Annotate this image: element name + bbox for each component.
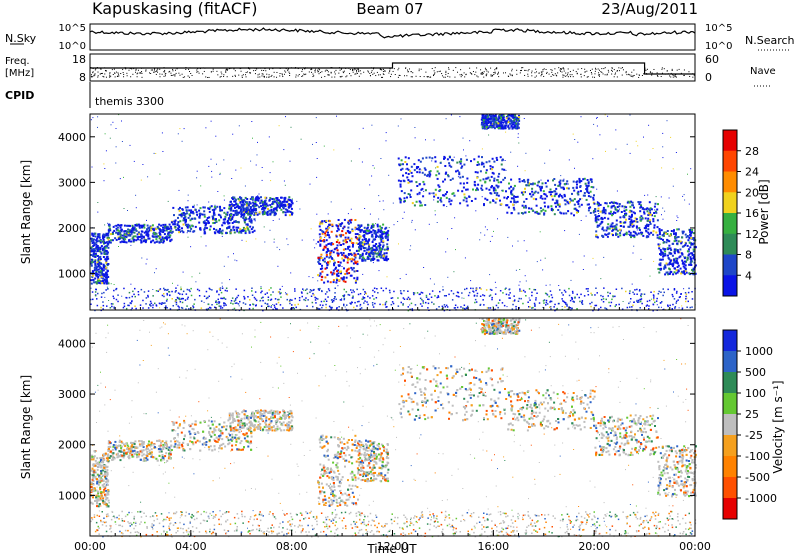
power-ytick-label: 3000 [58,176,86,189]
velocity-ytick-label: 2000 [58,439,86,452]
velocity-colorbar: 1000 500 100 25 -25 -100 -500 -1000 [722,329,777,520]
power-ytick-label: 4000 [58,131,86,144]
colorbar-tick-label: 24 [745,166,759,179]
xtick-label: 12:00 [377,540,409,553]
freq-dots [90,67,695,78]
nsky-tick-top: 10^5 [59,23,86,34]
colorbar-swatch [723,233,737,255]
colorbar-tick-label: -1000 [745,492,777,505]
power-ytick-label: 1000 [58,268,86,281]
colorbar-swatch [723,330,737,352]
power-ytick-label: 2000 [58,222,86,235]
power-heatmap [90,114,697,312]
colorbar-swatch [723,414,737,436]
nave-tick-bottom: 0 [705,71,712,84]
date-title: 23/Aug/2011 [601,0,698,18]
cpid-value: themis 3300 [95,95,164,108]
nsearch-tick-top: 10^5 [705,23,732,34]
colorbar-swatch [723,393,737,415]
colorbar-tick-label: -500 [745,471,770,484]
xtick-label: 00:00 [74,540,106,553]
colorbar-tick-label: -25 [745,429,763,442]
colorbar-tick-label: 100 [745,387,766,400]
colorbar-tick-label: 4 [745,269,752,282]
colorbar-tick-label: -100 [745,450,770,463]
xtick-label: 08:00 [276,540,308,553]
xtick-label: 00:00 [679,540,711,553]
colorbar-swatch [723,171,737,193]
colorbar-tick-label: 1000 [745,345,773,358]
nsky-trace [89,27,696,39]
nsearch-tick-bottom: 10^0 [705,41,732,52]
colorbar-swatch [723,477,737,499]
velocity-colorbar-label: Velocity [m s⁻¹] [771,380,785,473]
velocity-ylabel: Slant Range [km] [19,375,33,479]
colorbar-swatch [723,213,737,235]
freq-tick-bottom: 8 [79,71,86,84]
beam-title: Beam 07 [356,0,423,18]
nsearch-label: N.Search [745,34,795,47]
colorbar-swatch [723,372,737,394]
colorbar-swatch [723,351,737,373]
velocity-ytick-label: 4000 [58,337,86,350]
cpid-label: CPID [5,89,34,102]
colorbar-swatch [723,130,737,152]
colorbar-swatch [723,435,737,457]
freq-nave-panel: Freq. [MHz] 18 8 60 0 Nave [5,53,776,87]
velocity-ytick-label: 3000 [58,388,86,401]
colorbar-tick-label: 8 [745,249,752,262]
nave-label: Nave [750,66,776,77]
colorbar-swatch [723,150,737,172]
power-ylabel: Slant Range [km] [19,160,33,264]
colorbar-tick-label: 28 [745,145,759,158]
xtick-label: 20:00 [578,540,610,553]
freq-tick-top: 18 [72,53,86,66]
colorbar-swatch [723,456,737,478]
velocity-heatmap [90,318,697,538]
freq-label: Freq. [5,56,30,67]
nsky-panel: N.Sky 10^5 10^0 10^5 10^0 N.Search [5,23,795,52]
station-title: Kapuskasing (fitACF) [92,0,257,18]
freq-step-line [90,62,695,75]
power-panel: 1000 2000 3000 4000 Slant Range [km] [19,113,697,312]
colorbar-swatch [723,275,737,297]
colorbar-tick-label: 12 [745,228,759,241]
colorbar-tick-label: 500 [745,366,766,379]
power-colorbar: 4 8 12 16 20 24 28 [722,129,759,297]
velocity-ytick-label: 1000 [58,489,86,502]
nave-tick-top: 60 [705,53,719,66]
xaxis-label: Time UT [366,542,417,554]
colorbar-swatch [723,254,737,276]
xtick-label: 16:00 [477,540,509,553]
nsky-label: N.Sky [5,32,37,45]
colorbar-tick-label: 16 [745,207,759,220]
xtick-label: 04:00 [175,540,207,553]
colorbar-swatch [723,498,737,520]
power-colorbar-label: Power [dB] [757,179,771,244]
colorbar-swatch [723,192,737,214]
colorbar-tick-label: 20 [745,186,759,199]
colorbar-tick-label: 25 [745,408,759,421]
freq-unit: [MHz] [5,68,34,79]
nsky-tick-bottom: 10^0 [59,41,86,52]
velocity-panel: 1000 2000 3000 4000 00:00 04:00 08:00 12:00 16:… [19,317,711,554]
